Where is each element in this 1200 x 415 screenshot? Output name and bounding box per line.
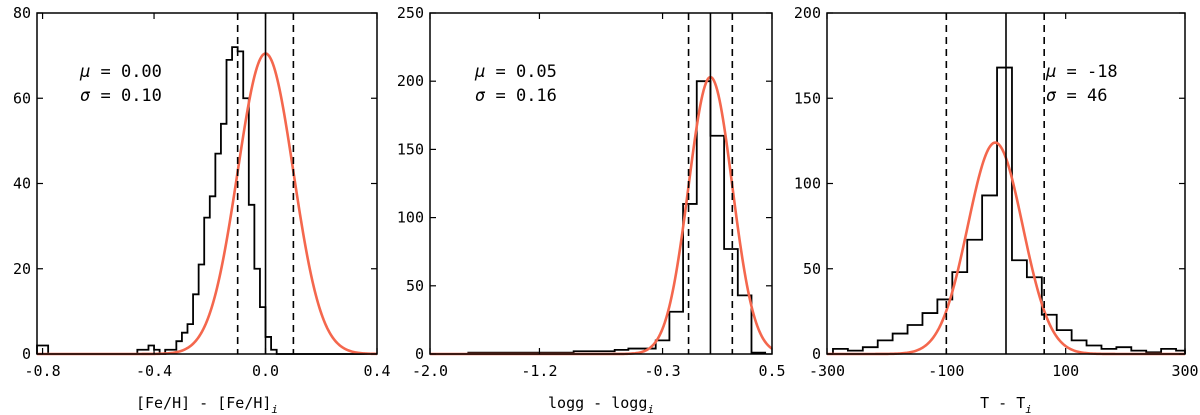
stat-mu-value: = 0.00 <box>90 62 162 82</box>
y-tick-label: 60 <box>13 89 31 107</box>
x-tick-label: -300 <box>809 362 845 380</box>
y-tick-label: 80 <box>13 4 31 22</box>
x-axis-title-subscript: i <box>647 403 654 415</box>
x-tick-label: -1.2 <box>521 362 557 380</box>
panel-3: -300 -100 100 300 0 50 100 150 200 T - Ti μ = -18 σ… <box>794 4 1199 415</box>
stat-sigma-value: = 0.10 <box>90 86 162 106</box>
panel-1: -0.8 -0.4 0.0 0.4 0 20 40 60 80 [Fe/H] - [Fe/H]i μ… <box>13 4 391 415</box>
stat-sigma: σ = 0.10 <box>80 86 162 106</box>
x-axis-title-main: T - T <box>980 394 1025 412</box>
stat-sigma: σ = 46 <box>1046 86 1107 106</box>
stat-mu-value: = -18 <box>1056 62 1117 82</box>
stat-sigma: σ = 0.16 <box>475 86 557 106</box>
gaussian-fit-curve <box>430 75 773 356</box>
x-tick-label: 300 <box>1171 362 1198 380</box>
x-axis-title-main: logg - logg <box>548 394 647 412</box>
x-axis-title-subscript: i <box>271 403 278 415</box>
x-tick-label: 0.0 <box>252 362 279 380</box>
y-tick-label: 0 <box>22 345 31 363</box>
x-tick-label: 0.5 <box>758 362 785 380</box>
x-tick-label: -0.3 <box>644 362 680 380</box>
x-tick-label: -100 <box>928 362 964 380</box>
x-axis-title-subscript: i <box>1025 403 1032 415</box>
x-tick-label: 100 <box>1052 362 1079 380</box>
x-axis-title: T - Ti <box>980 394 1032 415</box>
y-tick-label: 200 <box>794 4 821 22</box>
axes-frame <box>429 12 773 355</box>
y-tick-label: 50 <box>803 260 821 278</box>
stat-mu-symbol: μ <box>79 62 90 82</box>
x-tick-label: 0.4 <box>363 362 390 380</box>
histogram-series <box>832 66 1186 354</box>
x-tick-label: -2.0 <box>412 362 448 380</box>
stat-sigma-value: = 46 <box>1056 86 1107 106</box>
x-axis-title: [Fe/H] - [Fe/H]i <box>136 394 278 415</box>
stat-sigma-symbol: σ <box>1046 86 1057 106</box>
stat-mu: μ = -18 <box>1045 62 1118 82</box>
y-tick-label: 200 <box>397 72 424 90</box>
x-tick-label: -0.8 <box>25 362 61 380</box>
stat-mu-symbol: μ <box>1045 62 1056 82</box>
stat-mu: μ = 0.05 <box>474 62 557 82</box>
y-tick-label: 250 <box>397 4 424 22</box>
y-tick-label: 100 <box>794 175 821 193</box>
stat-sigma-symbol: σ <box>475 86 486 106</box>
x-tick-label: -0.4 <box>136 362 172 380</box>
y-tick-label: 40 <box>13 175 31 193</box>
stat-sigma-symbol: σ <box>80 86 91 106</box>
y-tick-label: 150 <box>794 89 821 107</box>
y-tick-label: 0 <box>812 345 821 363</box>
x-axis-title: logg - loggi <box>548 394 654 415</box>
panel-2: -2.0 -1.2 -0.3 0.5 0 50 100 150 200 250 logg - log… <box>397 4 786 415</box>
stat-mu-symbol: μ <box>474 62 485 82</box>
y-tick-label: 0 <box>415 345 424 363</box>
y-tick-label: 150 <box>397 140 424 158</box>
y-tick-label: 20 <box>13 260 31 278</box>
stat-mu-value: = 0.05 <box>485 62 557 82</box>
y-tick-label: 100 <box>397 209 424 227</box>
x-axis-title-main: [Fe/H] - [Fe/H] <box>136 394 271 412</box>
stat-mu: μ = 0.00 <box>79 62 162 82</box>
y-tick-label: 50 <box>406 277 424 295</box>
histogram-series <box>467 80 767 354</box>
stat-sigma-value: = 0.16 <box>485 86 557 106</box>
